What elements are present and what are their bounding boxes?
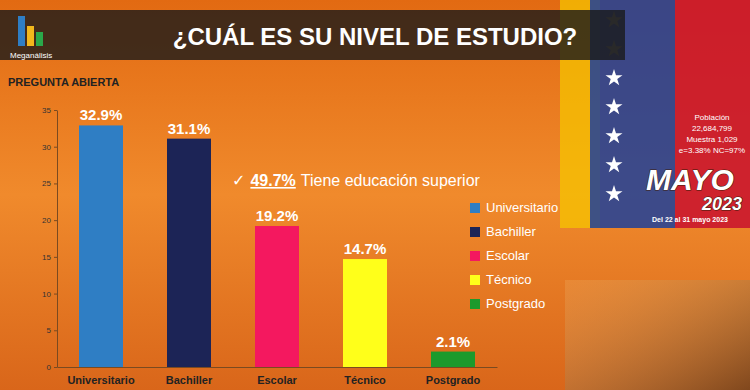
x-tick-label: Bachiller xyxy=(166,374,213,386)
y-tick-mark xyxy=(54,147,57,148)
x-tick: Escolar xyxy=(257,374,297,386)
x-axis-line xyxy=(58,367,498,368)
note-text: 22,684,799 xyxy=(692,124,733,133)
y-tick: 20 xyxy=(42,216,57,225)
y-tick: 10 xyxy=(42,290,57,299)
y-axis-line xyxy=(57,111,58,368)
legend-item: Técnico xyxy=(470,272,532,287)
note-text: 2023 xyxy=(701,194,742,214)
y-tick-mark xyxy=(54,294,57,295)
logo-bar xyxy=(27,26,34,46)
annotation-part: Tiene educación superior xyxy=(301,172,481,189)
data-labels: 32.9% 31.1% 19.2% 14.7% 2.1% xyxy=(80,106,470,349)
legend-swatch xyxy=(470,203,480,213)
flag-star xyxy=(605,98,622,114)
y-tick-label: 25 xyxy=(42,179,51,188)
y-tick-label: 0 xyxy=(47,363,52,372)
legend-swatch xyxy=(470,299,480,309)
y-tick: 15 xyxy=(42,253,57,262)
x-tick-label: Técnico xyxy=(344,374,386,386)
bar xyxy=(167,139,211,367)
y-tick-mark xyxy=(54,367,57,368)
photo-area xyxy=(565,280,750,390)
bar xyxy=(255,226,299,367)
annotation: ✓ 49.7% Tiene educación superior xyxy=(232,172,481,189)
y-tick-label: 30 xyxy=(42,143,51,152)
data-label: 32.9% xyxy=(80,106,123,123)
note-text: Del 22 al 31 mayo 2023 xyxy=(652,216,728,224)
legend-label: Postgrado xyxy=(486,296,545,311)
x-tick: Postgrado xyxy=(426,374,481,386)
bars xyxy=(79,125,475,367)
flag-star xyxy=(605,156,622,172)
legend-label: Universitario xyxy=(486,200,558,215)
x-tick: Universitario xyxy=(67,374,135,386)
note-text: e=3.38% NC=97% xyxy=(679,146,745,155)
flag-star xyxy=(605,69,622,85)
legend-item: Escolar xyxy=(470,248,530,263)
subtitle: PREGUNTA ABIERTA xyxy=(8,76,119,88)
y-tick-label: 15 xyxy=(42,253,51,262)
notes: Población 22,684,799 Muestra 1,029 e=3.38% … xyxy=(646,113,745,224)
chart-svg: ¿CUÁL ES SU NIVEL DE ESTUDIO? Meganálisis… xyxy=(0,0,750,390)
x-tick-label: Postgrado xyxy=(426,374,481,386)
legend: Universitario Bachiller Escolar Técnico Post… xyxy=(470,200,558,311)
bar xyxy=(431,352,475,367)
data-label: 2.1% xyxy=(436,333,470,350)
y-tick: 30 xyxy=(42,143,57,152)
data-label: 14.7% xyxy=(344,240,387,257)
source-label: Meganálisis xyxy=(10,51,52,60)
logo-bar xyxy=(36,32,43,46)
legend-item: Postgrado xyxy=(470,296,545,311)
bar xyxy=(79,125,123,367)
y-tick-mark xyxy=(54,257,57,258)
logo-bar xyxy=(18,16,25,46)
legend-item: Universitario xyxy=(470,200,558,215)
y-tick-label: 5 xyxy=(47,326,52,335)
x-tick: Técnico xyxy=(344,374,386,386)
legend-label: Escolar xyxy=(486,248,530,263)
legend-label: Técnico xyxy=(486,272,532,287)
y-tick: 5 xyxy=(47,326,57,335)
chart-title: ¿CUÁL ES SU NIVEL DE ESTUDIO? xyxy=(173,23,578,50)
y-tick-mark xyxy=(54,183,57,184)
y-tick-mark xyxy=(54,110,57,111)
x-tick: Bachiller xyxy=(166,374,213,386)
background xyxy=(0,0,750,390)
bar xyxy=(343,259,387,367)
x-tick-label: Escolar xyxy=(257,374,297,386)
flag-star xyxy=(605,127,622,143)
data-label: 31.1% xyxy=(168,120,211,137)
legend-swatch xyxy=(470,275,480,285)
y-tick-label: 10 xyxy=(42,290,51,299)
x-axis: Universitario Bachiller Escolar Técnico Post… xyxy=(58,368,498,386)
y-axis: 0 5 10 15 20 25 30 35 xyxy=(42,106,57,372)
legend-swatch xyxy=(470,251,480,261)
logo xyxy=(18,16,43,46)
annotation-part: ✓ xyxy=(232,172,245,189)
note-text: Muestra 1,029 xyxy=(686,135,738,144)
y-tick-mark xyxy=(54,330,57,331)
legend-item: Bachiller xyxy=(470,224,537,239)
y-tick-label: 35 xyxy=(42,106,51,115)
title-banner xyxy=(0,10,625,60)
y-tick-mark xyxy=(54,220,57,221)
y-tick-label: 20 xyxy=(42,216,51,225)
y-tick: 35 xyxy=(42,106,57,115)
y-tick: 25 xyxy=(42,179,57,188)
note-text: Población xyxy=(694,113,729,122)
x-tick-label: Universitario xyxy=(67,374,135,386)
y-tick: 0 xyxy=(47,363,57,372)
legend-swatch xyxy=(470,227,480,237)
data-label: 19.2% xyxy=(256,207,299,224)
flag-star xyxy=(605,185,622,201)
legend-label: Bachiller xyxy=(486,224,537,239)
annotation-part: 49.7% xyxy=(250,172,295,189)
note-text: MAYO xyxy=(646,163,734,196)
